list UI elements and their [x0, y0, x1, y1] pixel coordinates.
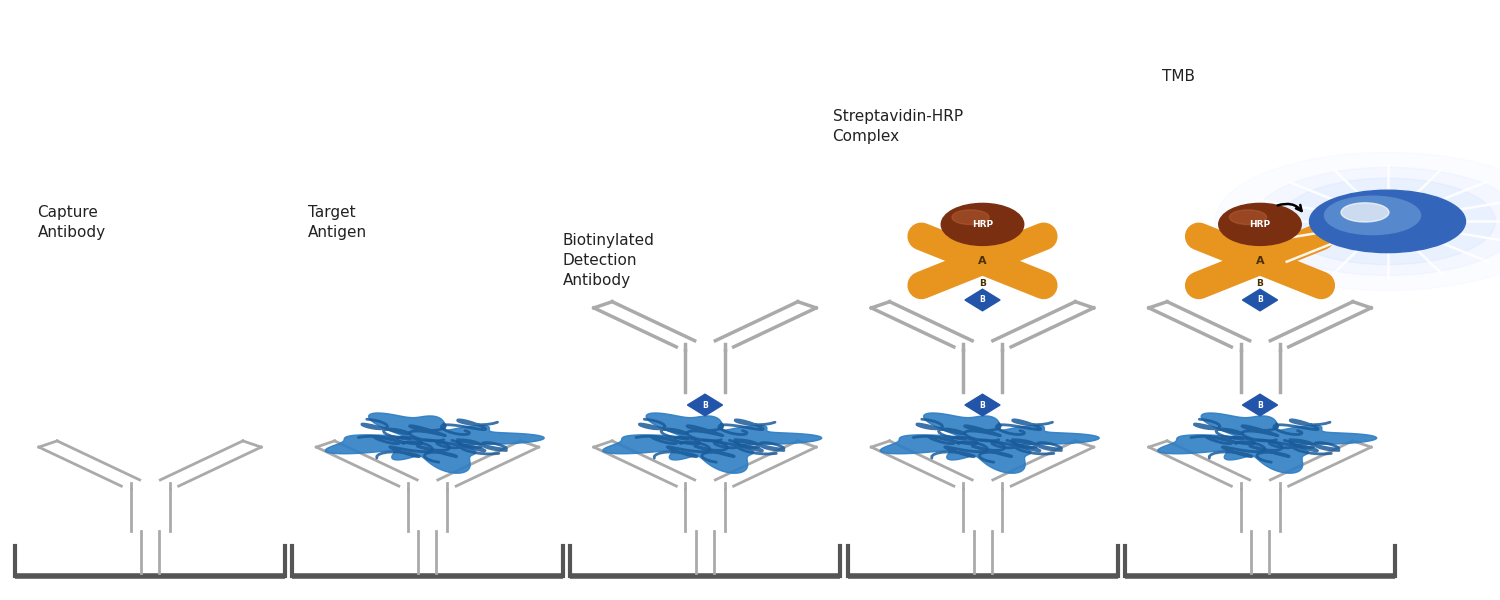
Text: A: A	[1256, 256, 1264, 266]
Text: HRP: HRP	[972, 220, 993, 229]
Text: A: A	[978, 256, 987, 266]
Circle shape	[1324, 196, 1420, 235]
Text: B: B	[980, 280, 986, 289]
Polygon shape	[687, 394, 723, 416]
Text: TMB: TMB	[1162, 69, 1196, 84]
Text: HRP: HRP	[1250, 220, 1270, 229]
Polygon shape	[1158, 413, 1377, 473]
Circle shape	[1341, 203, 1389, 222]
Text: B: B	[1257, 280, 1263, 289]
Text: B: B	[980, 295, 986, 304]
Ellipse shape	[942, 203, 1023, 245]
Polygon shape	[964, 394, 1000, 416]
Polygon shape	[603, 413, 822, 473]
Circle shape	[1252, 167, 1500, 275]
Text: B: B	[1257, 295, 1263, 304]
Text: B: B	[1257, 401, 1263, 409]
Text: Biotinylated
Detection
Antibody: Biotinylated Detection Antibody	[562, 233, 654, 288]
Polygon shape	[880, 413, 1100, 473]
Text: Target
Antigen: Target Antigen	[308, 205, 366, 240]
Ellipse shape	[1230, 210, 1266, 224]
Text: B: B	[980, 401, 986, 409]
Text: Capture
Antibody: Capture Antibody	[38, 205, 105, 240]
Polygon shape	[1242, 394, 1278, 416]
Circle shape	[1310, 190, 1466, 253]
Circle shape	[1215, 152, 1500, 290]
Polygon shape	[326, 413, 544, 473]
Text: Streptavidin-HRP
Complex: Streptavidin-HRP Complex	[833, 109, 963, 144]
Ellipse shape	[1218, 203, 1300, 245]
Ellipse shape	[952, 210, 988, 224]
Polygon shape	[1242, 289, 1278, 311]
Polygon shape	[964, 289, 1000, 311]
Text: B: B	[702, 401, 708, 409]
Circle shape	[1280, 178, 1496, 265]
